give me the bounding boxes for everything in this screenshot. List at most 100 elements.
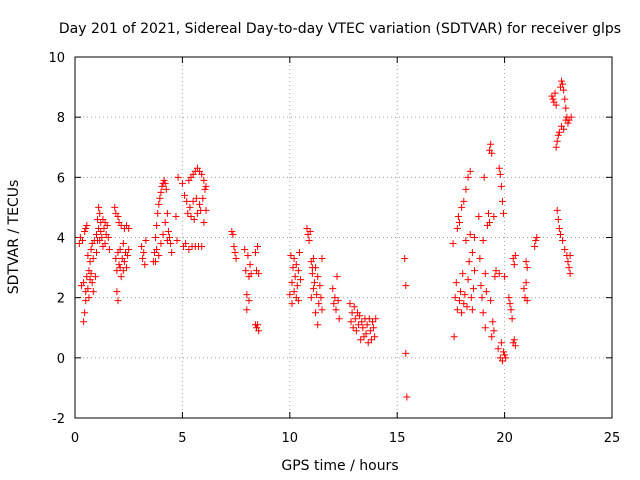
- data-point: [111, 203, 119, 211]
- data-point: [522, 258, 530, 266]
- y-tick-label: 0: [57, 352, 65, 367]
- data-point: [453, 224, 461, 232]
- x-tick-label: 0: [71, 431, 79, 446]
- data-point: [356, 312, 364, 320]
- data-point: [232, 255, 240, 263]
- data-point: [511, 342, 519, 350]
- data-point: [117, 273, 125, 281]
- data-point: [318, 255, 326, 263]
- data-point: [480, 173, 488, 181]
- data-point: [459, 270, 467, 278]
- data-point: [561, 246, 569, 254]
- data-point: [350, 303, 358, 311]
- grid-lines: [75, 57, 612, 418]
- data-point: [87, 246, 95, 254]
- data-point: [486, 218, 494, 226]
- data-point: [124, 252, 132, 260]
- data-point: [125, 224, 133, 232]
- data-point: [357, 336, 365, 344]
- data-point: [198, 243, 206, 251]
- data-point: [484, 209, 492, 217]
- data-point: [292, 261, 300, 269]
- data-point: [508, 315, 516, 323]
- x-tick-label: 10: [282, 431, 299, 446]
- data-point: [158, 182, 166, 190]
- data-point: [566, 270, 574, 278]
- data-point: [312, 264, 320, 272]
- data-point: [160, 176, 168, 184]
- data-point: [555, 224, 563, 232]
- data-point: [84, 285, 92, 293]
- data-point: [490, 212, 498, 220]
- data-point: [255, 327, 263, 335]
- x-tick-label: 25: [604, 431, 621, 446]
- data-point: [243, 291, 251, 299]
- data-point: [332, 306, 340, 314]
- data-point: [155, 252, 163, 260]
- data-point: [231, 249, 239, 257]
- x-tick-label: 15: [389, 431, 406, 446]
- data-point: [241, 246, 249, 254]
- data-point: [477, 282, 485, 290]
- data-point: [294, 267, 302, 275]
- data-point: [346, 300, 354, 308]
- data-point: [497, 339, 505, 347]
- data-point: [510, 336, 518, 344]
- data-point: [365, 315, 373, 323]
- data-point: [548, 92, 556, 100]
- data-point: [481, 324, 489, 332]
- data-point: [465, 258, 473, 266]
- data-point: [500, 209, 508, 217]
- data-point: [83, 221, 91, 229]
- data-point: [522, 279, 530, 287]
- data-point: [523, 264, 531, 272]
- data-point: [500, 348, 508, 356]
- data-point: [162, 185, 170, 193]
- data-point: [157, 188, 165, 196]
- data-point: [290, 288, 298, 296]
- data-point: [471, 267, 479, 275]
- data-point: [479, 309, 487, 317]
- data-point: [251, 249, 259, 257]
- data-point: [488, 333, 496, 341]
- data-point: [157, 240, 165, 248]
- data-point: [331, 294, 339, 302]
- data-point: [468, 249, 476, 257]
- data-point: [185, 246, 193, 254]
- data-point: [467, 294, 475, 302]
- data-point: [288, 300, 296, 308]
- data-point: [495, 270, 503, 278]
- data-point: [460, 300, 468, 308]
- data-point: [101, 240, 109, 248]
- data-point: [498, 357, 506, 365]
- data-point: [478, 294, 486, 302]
- data-point: [316, 282, 324, 290]
- data-point: [552, 101, 560, 109]
- data-point: [453, 306, 461, 314]
- data-point: [495, 164, 503, 172]
- data-point: [79, 237, 87, 245]
- data-point: [163, 209, 171, 217]
- data-point: [506, 300, 514, 308]
- data-point: [564, 258, 572, 266]
- data-point: [174, 173, 182, 181]
- data-point: [242, 267, 250, 275]
- data-point: [403, 393, 411, 401]
- data-point: [462, 185, 470, 193]
- data-point: [458, 309, 466, 317]
- data-point: [161, 218, 169, 226]
- data-point: [230, 243, 238, 251]
- data-point: [489, 318, 497, 326]
- data-point: [532, 237, 540, 245]
- data-point: [119, 240, 127, 248]
- data-point: [511, 252, 519, 260]
- data-point: [172, 212, 180, 220]
- data-point: [553, 137, 561, 145]
- data-point: [481, 270, 489, 278]
- data-point: [105, 246, 113, 254]
- data-point: [551, 89, 559, 97]
- data-point: [100, 224, 108, 232]
- data-point: [313, 291, 321, 299]
- y-tick-label: 10: [48, 51, 65, 66]
- data-point: [115, 261, 123, 269]
